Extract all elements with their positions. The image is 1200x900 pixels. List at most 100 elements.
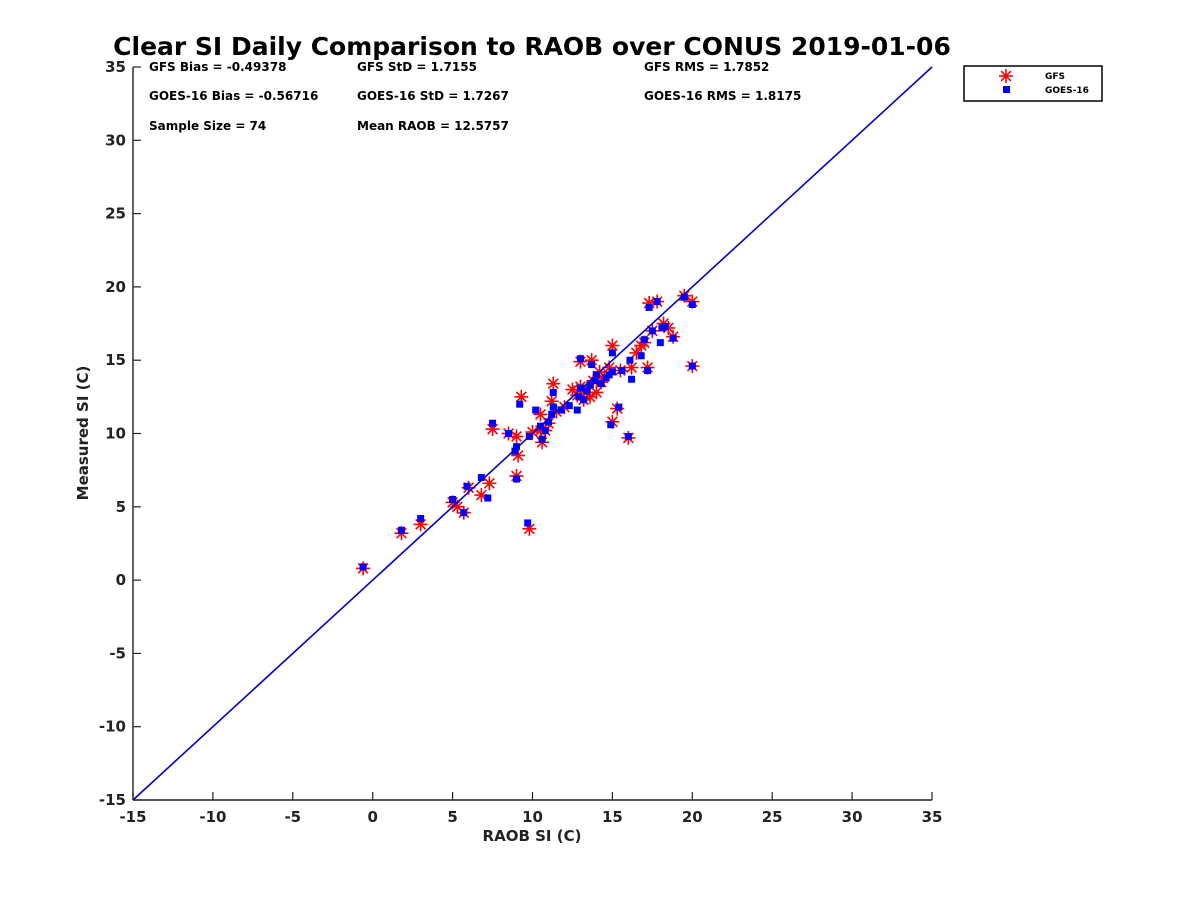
stat-goes-rms: GOES-16 RMS = 1.8175 xyxy=(644,89,801,103)
goes16-point xyxy=(549,403,557,411)
goes16-point xyxy=(511,447,519,455)
x-tick-label: 35 xyxy=(922,808,943,826)
legend-gfs-asterisk xyxy=(999,69,1013,83)
goes16-point xyxy=(575,393,583,401)
goes16-point xyxy=(591,377,599,385)
y-tick-label: 15 xyxy=(105,351,126,369)
goes16-point xyxy=(513,443,521,451)
stat-sample-size: Sample Size = 74 xyxy=(149,119,266,133)
goes16-point xyxy=(588,361,596,369)
goes16-point xyxy=(484,494,492,502)
stat-mean-raob: Mean RAOB = 12.5757 xyxy=(357,119,509,133)
goes16-point xyxy=(557,406,565,414)
stat-gfs-rms: GFS RMS = 1.7852 xyxy=(644,60,769,74)
legend-box xyxy=(963,65,1103,102)
goes16-point xyxy=(618,366,626,374)
y-tick-label: 35 xyxy=(105,58,126,76)
stat-gfs-bias: GFS Bias = -0.49378 xyxy=(149,60,286,74)
plot-area xyxy=(132,66,933,801)
x-tick-label: -10 xyxy=(199,808,226,826)
x-tick-label: 25 xyxy=(762,808,783,826)
legend-goes-label: GOES-16 xyxy=(1045,86,1089,96)
y-tick-label: 25 xyxy=(105,205,126,223)
y-axis-ticks: -15 -10 -5 0 5 10 15 20 25 30 35 xyxy=(99,58,141,809)
goes16-point xyxy=(688,300,696,308)
legend-gfs-label: GFS xyxy=(1045,72,1065,82)
x-axis-ticks: -15 -10 -5 0 5 10 15 20 25 30 35 xyxy=(119,792,942,826)
goes16-point xyxy=(532,406,540,414)
goes16-point xyxy=(576,384,584,392)
y-tick-label: 5 xyxy=(116,498,126,516)
goes16-point xyxy=(628,375,636,383)
x-tick-label: -5 xyxy=(284,808,301,826)
stat-goes-bias: GOES-16 Bias = -0.56716 xyxy=(149,89,318,103)
y-tick-label: -15 xyxy=(99,791,126,809)
goes16-point xyxy=(597,380,605,388)
goes16-point xyxy=(449,495,457,503)
x-tick-label: 20 xyxy=(682,808,703,826)
goes16-point xyxy=(637,352,645,360)
x-tick-label: 15 xyxy=(602,808,623,826)
goes16-point xyxy=(688,362,696,370)
goes16-point xyxy=(580,396,588,404)
goes16-point xyxy=(516,400,524,408)
goes16-point xyxy=(359,563,367,571)
goes16-point xyxy=(573,406,581,414)
goes16-point xyxy=(645,303,653,311)
goes16-point xyxy=(661,322,669,330)
goes16-point xyxy=(615,403,623,411)
goes16-point xyxy=(505,430,513,437)
goes16-point xyxy=(680,293,688,301)
y-tick-label: -5 xyxy=(109,644,126,662)
goes16-point xyxy=(583,387,591,395)
goes16-point xyxy=(648,327,656,335)
goes16-point xyxy=(644,366,652,374)
goes16-point xyxy=(565,402,573,410)
goes16-point xyxy=(417,515,425,523)
x-axis-label: RAOB SI (C) xyxy=(483,827,582,845)
gfs-point xyxy=(546,376,561,391)
legend-goes-marker xyxy=(1003,86,1010,93)
y-tick-label: 20 xyxy=(105,278,126,296)
goes16-point xyxy=(544,418,552,426)
goes16-point xyxy=(608,368,616,376)
gfs-point xyxy=(589,385,604,400)
gfs-point xyxy=(482,476,497,491)
one-to-one-line xyxy=(132,66,933,801)
goes16-point xyxy=(489,419,497,427)
stat-goes-std: GOES-16 StD = 1.7267 xyxy=(357,89,509,103)
points-layer xyxy=(356,288,700,576)
goes16-point xyxy=(477,473,485,481)
goes16-point xyxy=(548,410,556,418)
goes16-point xyxy=(586,381,594,389)
x-tick-label: 10 xyxy=(522,808,543,826)
goes16-point xyxy=(669,334,677,342)
x-tick-label: -15 xyxy=(119,808,146,826)
gfs-point xyxy=(605,338,620,353)
goes16-point xyxy=(653,298,661,306)
goes16-point xyxy=(607,421,615,429)
goes16-point xyxy=(397,526,405,534)
chart-title: Clear SI Daily Comparison to RAOB over C… xyxy=(113,32,951,61)
y-axis-label: Measured SI (C) xyxy=(74,366,92,501)
y-tick-label: 0 xyxy=(116,571,126,589)
goes16-point xyxy=(640,336,648,344)
goes16-point xyxy=(541,427,549,435)
goes16-point xyxy=(624,432,632,440)
goes16-point xyxy=(513,475,521,483)
goes16-point xyxy=(524,519,532,527)
goes16-point xyxy=(549,388,557,396)
x-tick-label: 30 xyxy=(842,808,863,826)
goes16-point xyxy=(576,355,584,363)
goes16-point xyxy=(626,356,634,364)
x-tick-label: 5 xyxy=(447,808,457,826)
stats-block: GFS Bias = -0.49378 GFS StD = 1.7155 GFS… xyxy=(149,60,801,133)
goes16-point xyxy=(460,509,468,517)
goes16-point xyxy=(463,482,471,490)
goes16-point xyxy=(656,339,664,347)
y-tick-label: 30 xyxy=(105,131,126,149)
legend: GFS GOES-16 xyxy=(963,65,1103,102)
stat-gfs-std: GFS StD = 1.7155 xyxy=(357,60,477,74)
y-tick-label: 10 xyxy=(105,425,126,443)
